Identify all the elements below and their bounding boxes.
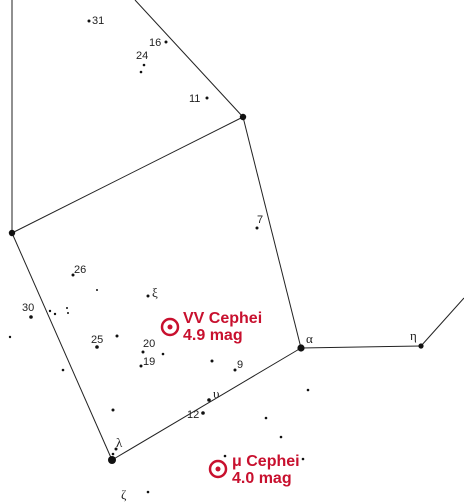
star [114, 447, 118, 451]
star [164, 40, 168, 44]
star [161, 352, 165, 356]
star [53, 312, 57, 316]
target-name: VV Cephei [183, 310, 262, 327]
star-label: ζ [121, 487, 127, 502]
star-label: 16 [149, 37, 161, 49]
star [71, 273, 75, 277]
target-dot [167, 324, 173, 330]
constellation-lines [11, 0, 464, 461]
target-dot [215, 466, 221, 472]
star [210, 359, 214, 363]
star [139, 70, 143, 74]
star [205, 96, 209, 100]
star [301, 457, 305, 461]
star [95, 345, 99, 349]
star-label: 30 [22, 302, 34, 314]
star [96, 289, 98, 291]
star [223, 454, 227, 458]
targets [160, 317, 228, 479]
target-magnitude: 4.0 mag [232, 470, 292, 487]
star-label: 25 [91, 334, 103, 346]
star [115, 334, 119, 338]
star [146, 294, 150, 298]
star-label: 19 [143, 356, 155, 368]
star-label: 20 [143, 338, 155, 350]
star-label: 12 [187, 409, 199, 421]
star [207, 398, 211, 402]
star-label: 9 [237, 359, 243, 371]
star [67, 312, 69, 314]
star [66, 307, 68, 309]
star-label: 24 [136, 50, 148, 62]
star [48, 309, 52, 313]
star [111, 452, 115, 456]
star-label: 11 [189, 93, 200, 105]
star-label: 31 [92, 15, 104, 27]
star-label: 26 [74, 264, 86, 276]
star [87, 19, 91, 23]
star [8, 229, 16, 237]
star [297, 344, 305, 352]
star-label: λ [116, 435, 123, 450]
star [239, 113, 247, 121]
star [146, 490, 150, 494]
star [29, 315, 33, 319]
star [142, 63, 146, 67]
star [233, 368, 237, 372]
star [139, 364, 143, 368]
star [141, 350, 145, 354]
star-label: 7 [257, 214, 263, 226]
star-label: η [410, 328, 417, 343]
star-label: α [306, 331, 313, 346]
star [108, 456, 116, 464]
star [418, 343, 424, 349]
stars [8, 19, 424, 494]
star [306, 388, 310, 392]
star [61, 368, 65, 372]
star [8, 335, 12, 339]
star [255, 226, 259, 230]
star-label: υ [213, 386, 219, 401]
star [264, 416, 268, 420]
star [201, 411, 205, 415]
star [111, 408, 115, 412]
target-name: μ Cephei [232, 453, 300, 470]
target-magnitude: 4.9 mag [183, 327, 243, 344]
star-label: ξ [152, 285, 158, 300]
star [279, 435, 283, 439]
